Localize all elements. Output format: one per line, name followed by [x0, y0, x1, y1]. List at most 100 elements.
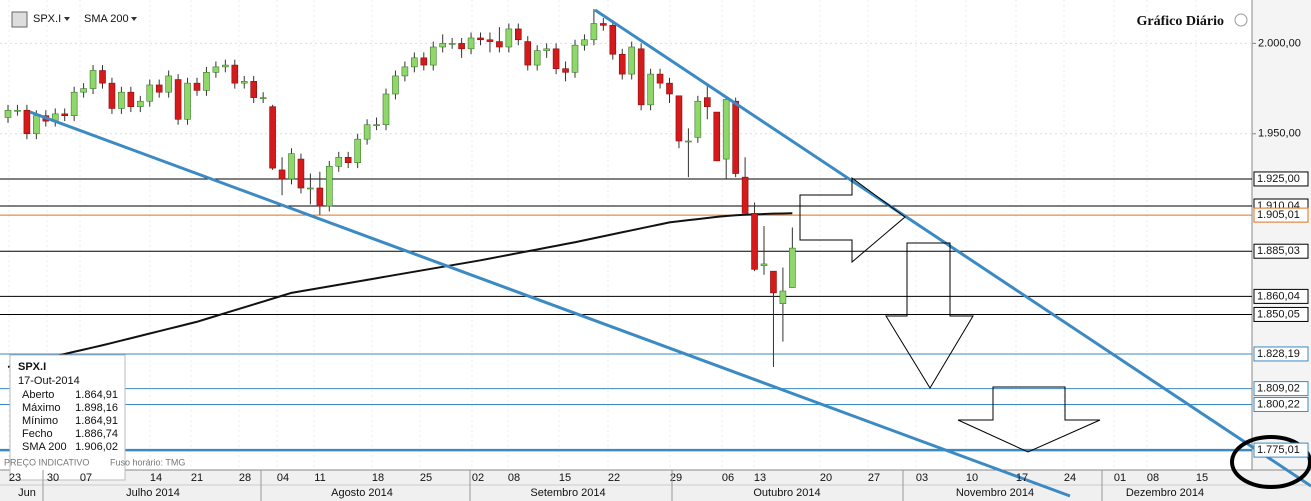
candle-body — [751, 213, 758, 270]
candle-body — [581, 39, 588, 46]
x-tick-label: 13 — [754, 472, 766, 484]
footer: PREÇO INDICATIVO — [4, 457, 89, 467]
candle-body — [392, 75, 399, 95]
candle-body — [552, 48, 560, 69]
trend-line — [29, 110, 1071, 498]
sma-line — [7, 212, 793, 368]
candle-body — [533, 50, 541, 66]
level-label-box — [1253, 397, 1309, 413]
candle-body — [203, 72, 210, 91]
candle-body — [713, 111, 721, 162]
candle-body — [231, 64, 239, 84]
dropdown-caret — [64, 17, 70, 21]
candle-body — [137, 100, 144, 107]
candle-body — [656, 73, 664, 84]
candle-body — [571, 44, 579, 73]
candle-body — [779, 290, 787, 304]
level-label: 1.885,03 — [1257, 245, 1300, 257]
candle-body — [666, 82, 673, 95]
chart-title: Gráfico Diário — [1137, 14, 1224, 29]
info-label: Aberto — [22, 389, 54, 401]
candle-body — [477, 37, 484, 41]
candle-body — [14, 109, 21, 112]
timezone: Fuso horário: TMG — [110, 457, 185, 467]
clock-icon — [1234, 13, 1248, 27]
y-tick-label: 1.950,00 — [1258, 128, 1301, 140]
info-value: 1.864,91 — [75, 389, 118, 401]
x-tick-label: 28 — [239, 472, 251, 484]
x-tick-label: 08 — [508, 472, 520, 484]
candle-body — [259, 97, 267, 99]
month-label: Outubro 2014 — [753, 487, 820, 499]
dropdown-caret — [131, 17, 137, 21]
candle-body — [429, 46, 437, 66]
month-label: Dezembro 2014 — [1126, 487, 1204, 499]
candle-body — [496, 41, 503, 48]
candle-body — [562, 68, 569, 73]
level-label: 1.850,05 — [1257, 308, 1300, 320]
candle-body — [184, 82, 191, 120]
candle-body — [240, 81, 248, 84]
x-tick-label: 24 — [1064, 472, 1076, 484]
level-label-box — [1253, 306, 1309, 322]
candle-body — [297, 158, 305, 189]
x-tick-label: 22 — [608, 472, 620, 484]
candle-body — [316, 187, 324, 207]
candle-body — [165, 75, 172, 93]
candle-body — [618, 53, 626, 75]
month-label: Agosto 2014 — [331, 487, 393, 499]
arrow — [799, 177, 906, 264]
arrow — [885, 242, 974, 389]
candle-body — [524, 41, 532, 66]
candle-body — [760, 263, 768, 267]
candle-body — [70, 91, 78, 116]
x-tick-label: 17 — [1016, 472, 1028, 484]
level-label-box — [1253, 171, 1309, 187]
level-label: 1.828,19 — [1257, 348, 1300, 360]
y-tick-label: 2.000,00 — [1258, 37, 1301, 49]
candle-body — [288, 153, 295, 180]
candle-body — [4, 109, 12, 118]
candle-body — [61, 113, 69, 116]
candle-body — [789, 247, 796, 288]
candle-body — [628, 46, 636, 75]
candle-body — [543, 48, 550, 51]
info-box: SPX.I 17-Out-2014 — [9, 354, 126, 481]
candle-body — [411, 57, 418, 68]
info-label: SMA 200 — [22, 441, 67, 453]
x-tick-label: 15 — [559, 472, 571, 484]
level-label-box — [1253, 243, 1309, 259]
info-symbol: SPX.I — [18, 361, 46, 373]
highlight-circle — [1230, 435, 1311, 489]
info-label: Mínimo — [22, 415, 58, 427]
candle-body — [732, 100, 739, 174]
candle-body — [174, 79, 182, 120]
indicator[interactable]: SMA 200 — [84, 13, 129, 25]
info-panel — [9, 354, 126, 481]
candle-body — [486, 39, 494, 42]
candle-body — [335, 156, 343, 167]
annotations — [29, 8, 1311, 498]
x-tick-label: 03 — [916, 472, 928, 484]
candle-body — [439, 43, 447, 48]
candle-body — [685, 140, 692, 143]
candle-body — [590, 23, 598, 41]
month-label: Setembro 2014 — [530, 487, 605, 499]
x-tick-label: 15 — [1196, 472, 1208, 484]
info-value: 1.886,74 — [75, 428, 118, 440]
info-label: Fecho — [22, 428, 53, 440]
level-label-box — [1253, 381, 1309, 397]
x-tick-label: 02 — [472, 472, 484, 484]
candle-body — [307, 187, 314, 190]
candle-body — [741, 176, 749, 214]
candle-body — [325, 166, 333, 207]
x-tick-label: 01 — [1114, 472, 1126, 484]
x-tick-label: 11 — [314, 472, 325, 484]
candle-body — [99, 70, 106, 84]
candle-body — [33, 115, 40, 135]
x-tick-label: 25 — [420, 472, 432, 484]
symbol[interactable]: SPX.I — [33, 13, 61, 25]
arrow — [957, 386, 1101, 453]
candle-body — [637, 48, 645, 106]
